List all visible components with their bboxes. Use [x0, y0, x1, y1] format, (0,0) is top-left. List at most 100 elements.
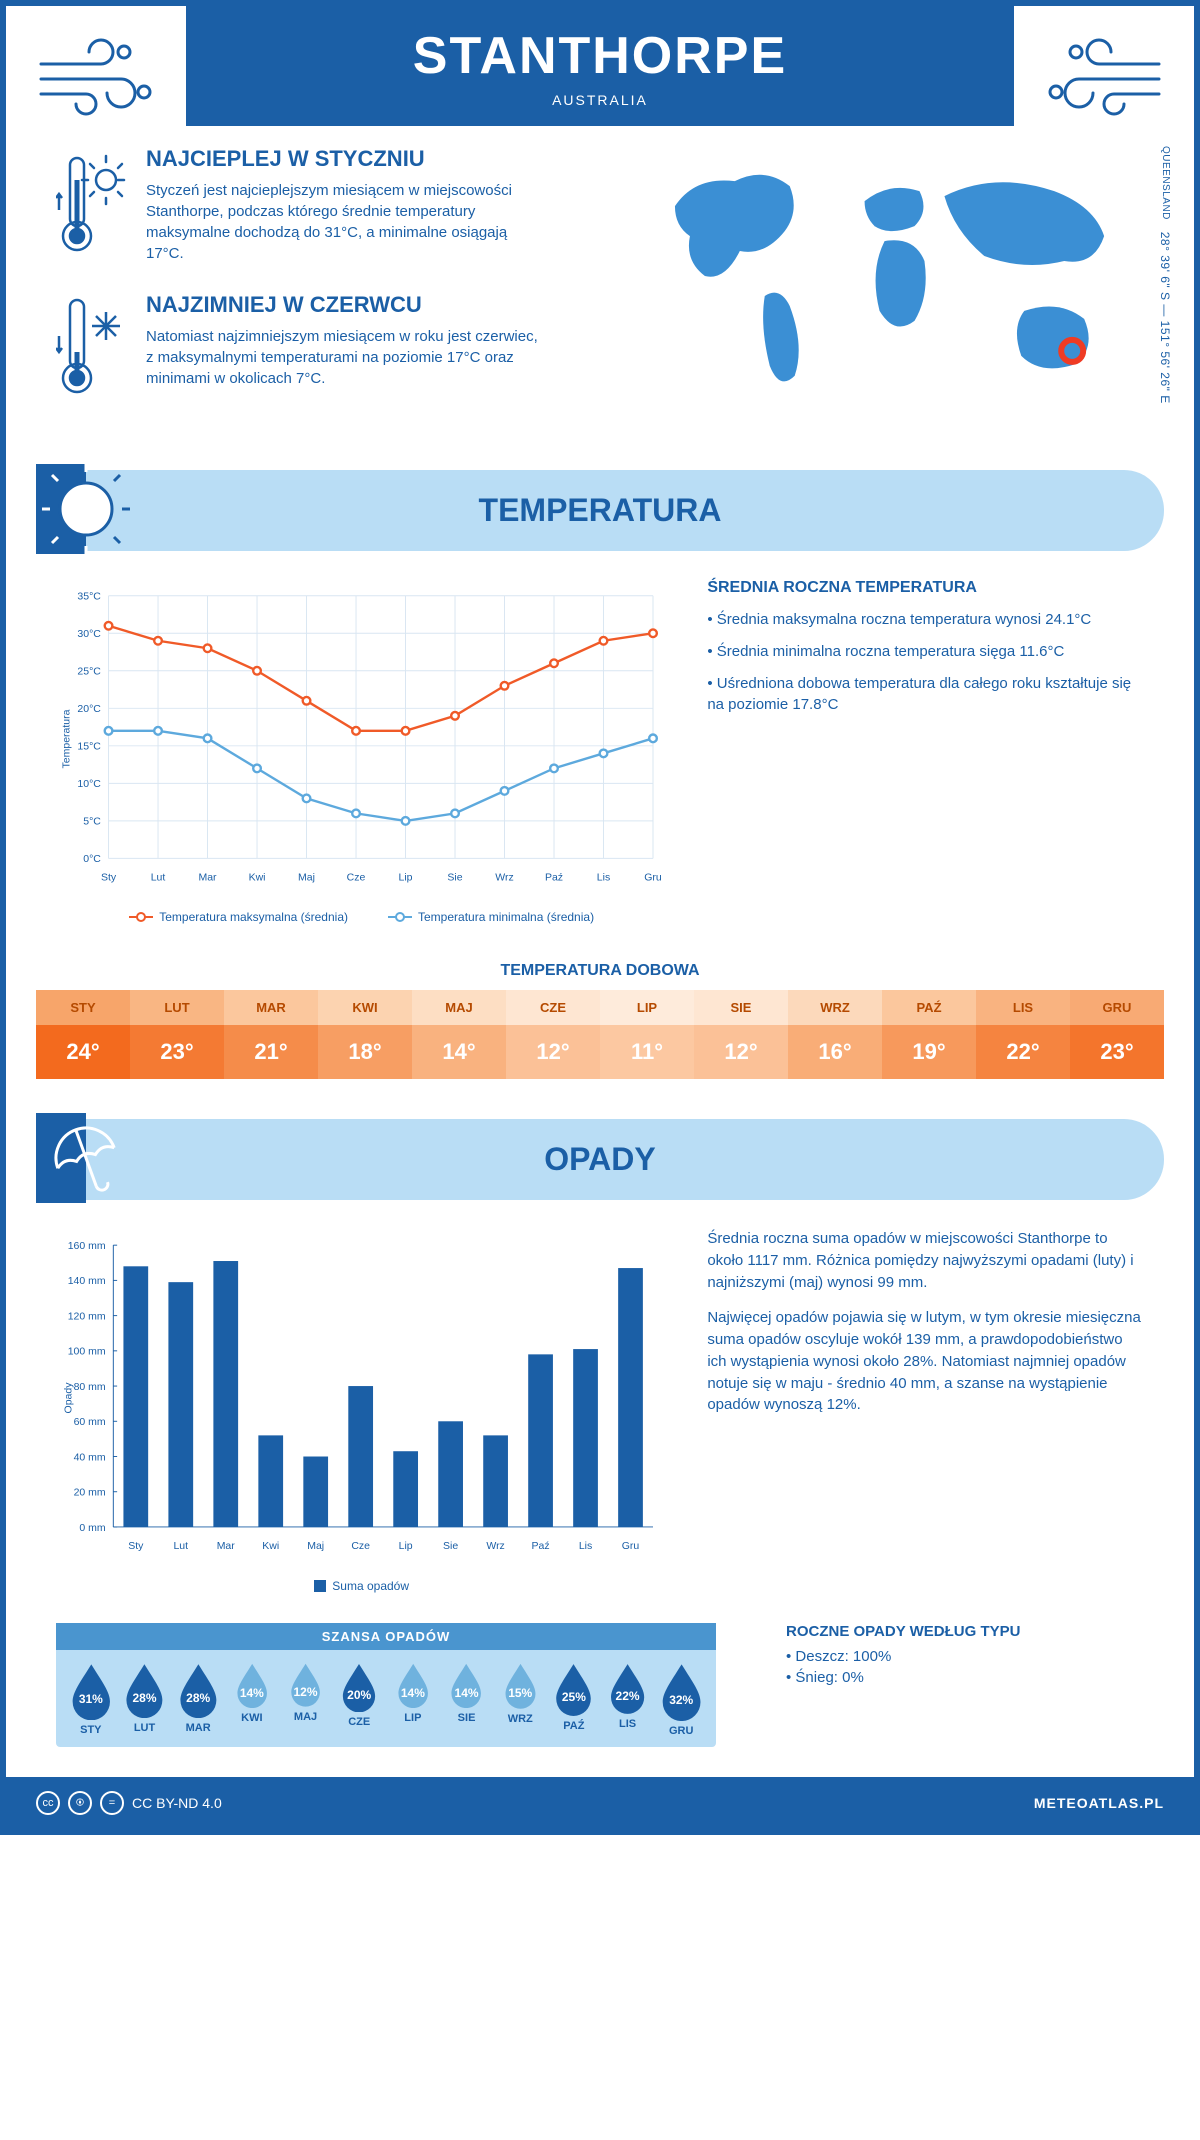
svg-text:10°C: 10°C: [77, 778, 101, 790]
sun-icon: [36, 464, 136, 554]
fact-cold-text: Natomiast najzimniejszym miesiącem w rok…: [146, 326, 546, 389]
svg-text:35°C: 35°C: [77, 591, 101, 603]
coordinates: QUEENSLAND 28° 39' 6" S — 151° 56' 26" E: [1158, 146, 1172, 404]
svg-text:80 mm: 80 mm: [74, 1381, 106, 1393]
nd-icon: =: [100, 1791, 124, 1815]
header-banner: STANTHORPE AUSTRALIA: [186, 6, 1014, 126]
chance-month: LIP: [386, 1712, 440, 1724]
wind-icon: [36, 24, 166, 124]
temp-bullet-2: • Uśredniona dobowa temperatura dla całe…: [707, 673, 1144, 717]
raindrop-icon: 25%: [551, 1662, 596, 1716]
svg-text:Kwi: Kwi: [262, 1540, 279, 1552]
region-label: QUEENSLAND: [1160, 146, 1171, 220]
daily-temp-month: WRZ: [788, 990, 882, 1025]
svg-text:0 mm: 0 mm: [79, 1522, 106, 1534]
svg-text:5°C: 5°C: [83, 816, 101, 828]
footer-license: cc 🅯 = CC BY-ND 4.0: [36, 1791, 222, 1815]
legend-max: Temperatura maksymalna (średnia): [159, 910, 348, 924]
daily-temp-value: 23°: [130, 1025, 224, 1079]
svg-text:Sty: Sty: [128, 1540, 144, 1552]
chance-month: WRZ: [493, 1713, 547, 1725]
daily-temp-table: STY24°LUT23°MAR21°KWI18°MAJ14°CZE12°LIP1…: [36, 990, 1164, 1079]
chance-value: 12%: [287, 1685, 324, 1699]
coord-sep: —: [1158, 304, 1172, 320]
chance-value: 20%: [338, 1688, 380, 1702]
chance-cell: 14% LIP: [386, 1662, 440, 1737]
svg-text:Paź: Paź: [545, 871, 563, 883]
temp-bullet-1: • Średnia minimalna roczna temperatura s…: [707, 641, 1144, 663]
chance-value: 14%: [447, 1686, 485, 1700]
legend-sum: Suma opadów: [332, 1579, 409, 1593]
svg-text:120 mm: 120 mm: [68, 1310, 106, 1322]
svg-text:160 mm: 160 mm: [68, 1240, 106, 1252]
license-text: CC BY-ND 4.0: [132, 1795, 222, 1811]
chance-month: CZE: [332, 1716, 386, 1728]
chance-cell: 14% SIE: [440, 1662, 494, 1737]
wind-icon: [1034, 24, 1164, 124]
chance-month: GRU: [654, 1725, 708, 1737]
chance-value: 28%: [121, 1691, 168, 1705]
daily-temp-month: GRU: [1070, 990, 1164, 1025]
chance-month: LIS: [601, 1718, 655, 1730]
daily-temp-title: TEMPERATURA DOBOWA: [6, 962, 1194, 980]
facts-column: NAJCIEPLEJ W STYCZNIU Styczeń jest najci…: [56, 146, 605, 430]
daily-temp-value: 19°: [882, 1025, 976, 1079]
svg-text:Sty: Sty: [101, 871, 117, 883]
country-subtitle: AUSTRALIA: [186, 92, 1014, 108]
daily-temp-cell: CZE12°: [506, 990, 600, 1079]
svg-text:Gru: Gru: [644, 871, 662, 883]
svg-text:Sie: Sie: [447, 871, 462, 883]
svg-text:Maj: Maj: [307, 1540, 324, 1552]
chance-value: 32%: [657, 1693, 706, 1707]
daily-temp-month: CZE: [506, 990, 600, 1025]
chance-cell: 15% WRZ: [493, 1662, 547, 1737]
daily-temp-month: STY: [36, 990, 130, 1025]
svg-text:20 mm: 20 mm: [74, 1487, 106, 1499]
svg-text:Wrz: Wrz: [486, 1540, 504, 1552]
precip-text-2: Najwięcej opadów pojawia się w lutym, w …: [707, 1307, 1144, 1416]
svg-text:15°C: 15°C: [77, 741, 101, 753]
daily-temp-month: LIS: [976, 990, 1070, 1025]
footer-site: METEOATLAS.PL: [1034, 1795, 1164, 1811]
daily-temp-cell: MAJ14°: [412, 990, 506, 1079]
daily-temp-value: 12°: [506, 1025, 600, 1079]
raindrop-icon: 28%: [175, 1662, 222, 1718]
daily-temp-cell: PAŹ19°: [882, 990, 976, 1079]
daily-temp-cell: WRZ16°: [788, 990, 882, 1079]
chance-cell: 31% STY: [64, 1662, 118, 1737]
svg-text:40 mm: 40 mm: [74, 1451, 106, 1463]
svg-text:Temperatura: Temperatura: [60, 709, 72, 768]
page: STANTHORPE AUSTRALIA: [0, 0, 1200, 1835]
lat-label: 28° 39' 6" S: [1158, 232, 1172, 301]
temp-summary-title: ŚREDNIA ROCZNA TEMPERATURA: [707, 579, 1144, 597]
header-row: STANTHORPE AUSTRALIA: [6, 6, 1194, 146]
daily-temp-value: 21°: [224, 1025, 318, 1079]
world-map-icon: [645, 146, 1144, 406]
chance-value: 22%: [606, 1689, 649, 1703]
intro-section: NAJCIEPLEJ W STYCZNIU Styczeń jest najci…: [6, 146, 1194, 470]
daily-temp-month: MAR: [224, 990, 318, 1025]
cc-icon: cc: [36, 1791, 60, 1815]
city-title: STANTHORPE: [186, 26, 1014, 86]
fact-cold: NAJZIMNIEJ W CZERWCU Natomiast najzimnie…: [56, 292, 605, 402]
chance-box: SZANSA OPADÓW 31% STY 28% LUT 28%: [56, 1623, 716, 1747]
precip-rain: • Deszcz: 100%: [786, 1648, 1020, 1665]
thermometer-sun-icon: [56, 146, 126, 264]
chance-cell: 20% CZE: [332, 1662, 386, 1737]
fact-hot-text: Styczeń jest najcieplejszym miesiącem w …: [146, 180, 546, 264]
svg-text:Opady: Opady: [62, 1382, 74, 1414]
daily-temp-month: KWI: [318, 990, 412, 1025]
daily-temp-value: 16°: [788, 1025, 882, 1079]
svg-text:Wrz: Wrz: [495, 871, 513, 883]
daily-temp-month: LIP: [600, 990, 694, 1025]
daily-temp-cell: LIP11°: [600, 990, 694, 1079]
raindrop-icon: 20%: [338, 1662, 380, 1712]
precip-legend: Suma opadów: [56, 1579, 667, 1593]
svg-text:30°C: 30°C: [77, 628, 101, 640]
svg-text:Mar: Mar: [198, 871, 217, 883]
chance-value: 31%: [67, 1692, 116, 1706]
chance-month: KWI: [225, 1712, 279, 1724]
raindrop-icon: 22%: [606, 1662, 649, 1714]
raindrop-icon: 15%: [501, 1662, 540, 1709]
svg-text:60 mm: 60 mm: [74, 1416, 106, 1428]
